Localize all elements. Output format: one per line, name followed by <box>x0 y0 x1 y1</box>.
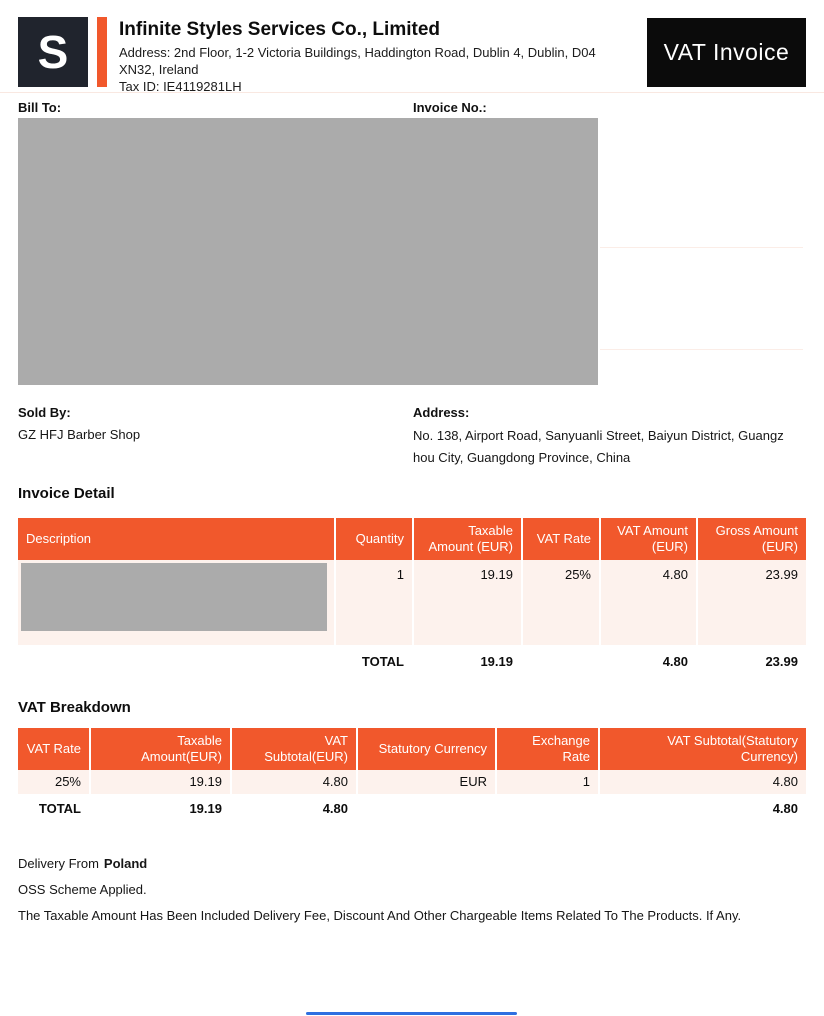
col-taxable-amount: Taxable Amount(EUR) <box>89 728 231 770</box>
vat-rate-cell: 25% <box>521 560 600 645</box>
sold-by-value: GZ HFJ Barber Shop <box>18 427 141 442</box>
vat-breakdown-header-row: VAT Rate Taxable Amount(EUR) VAT Subtota… <box>18 728 806 770</box>
vat-breakdown-table: VAT Rate Taxable Amount(EUR) VAT Subtota… <box>18 728 806 820</box>
col-vat-rate: VAT Rate <box>521 518 600 560</box>
delivery-from-label: Delivery From <box>18 856 99 871</box>
vat-breakdown-total-row: TOTAL 19.19 4.80 4.80 <box>18 794 806 820</box>
vat-rate-cell: 25% <box>18 770 90 794</box>
description-redacted-block <box>21 563 327 631</box>
bottom-scroll-indicator <box>306 1012 517 1015</box>
total-vat-subtotal-statutory-cell: 4.80 <box>598 794 806 820</box>
invoice-detail-data-row: 1 19.19 25% 4.80 23.99 <box>18 560 806 645</box>
bill-to-label: Bill To: <box>18 100 62 115</box>
bill-to-redacted-block <box>18 118 598 385</box>
invoice-detail-total-row: TOTAL 19.19 4.80 23.99 <box>18 645 806 675</box>
invoice-no-label: Invoice No.: <box>413 100 487 115</box>
sold-by-label: Sold By: <box>18 405 71 420</box>
company-name: Infinite Styles Services Co., Limited <box>119 19 440 40</box>
oss-scheme-note: OSS Scheme Applied. <box>18 882 147 897</box>
invoice-header: S Infinite Styles Services Co., Limited … <box>18 17 806 94</box>
total-vat-amount-cell: 4.80 <box>599 645 697 675</box>
vat-subtotal-statutory-cell: 4.80 <box>598 770 806 794</box>
invoice-detail-header-row: Description Quantity Taxable Amount (EUR… <box>18 518 806 560</box>
seller-section: Sold By: GZ HFJ Barber Shop Address: No.… <box>18 405 806 469</box>
col-vat-subtotal-statutory: VAT Subtotal(Statutory Currency) <box>598 728 806 770</box>
taxable-amount-cell: 19.19 <box>89 770 231 794</box>
taxable-amount-cell: 19.19 <box>412 560 522 645</box>
invoice-detail-heading: Invoice Detail <box>18 485 115 502</box>
statutory-currency-cell: EUR <box>356 770 496 794</box>
col-vat-amount: VAT Amount (EUR) <box>599 518 697 560</box>
company-address: Address: 2nd Floor, 1-2 Victoria Buildin… <box>119 45 596 77</box>
invoice-meta-divider-2 <box>600 349 803 350</box>
seller-address-value: No. 138, Airport Road, Sanyuanli Street,… <box>413 428 784 465</box>
total-label-cell: TOTAL <box>334 645 413 675</box>
company-logo: S <box>18 17 88 87</box>
header-divider <box>0 92 824 93</box>
total-taxable-cell: 19.19 <box>412 645 522 675</box>
company-tax-id: Tax ID: IE4119281LH <box>119 79 242 94</box>
description-cell <box>18 560 335 645</box>
vat-invoice-badge-label: VAT Invoice <box>663 39 790 65</box>
total-empty-cell <box>521 645 600 675</box>
sold-by-block: Sold By: GZ HFJ Barber Shop <box>18 405 413 469</box>
billing-section: Bill To: Invoice No.: <box>18 100 806 385</box>
taxable-amount-note: The Taxable Amount Has Been Included Del… <box>18 908 742 923</box>
delivery-from-value: Poland <box>103 856 148 871</box>
col-description: Description <box>18 518 335 560</box>
quantity-cell: 1 <box>334 560 413 645</box>
total-label-cell: TOTAL <box>18 794 90 820</box>
col-vat-subtotal: VAT Subtotal(EUR) <box>230 728 357 770</box>
seller-address-block: Address: No. 138, Airport Road, Sanyuanl… <box>413 405 806 469</box>
seller-address-label: Address: <box>413 405 470 420</box>
delivery-from-line: Delivery From Poland <box>18 856 806 872</box>
total-gross-cell: 23.99 <box>696 645 806 675</box>
footer-notes: Delivery From Poland OSS Scheme Applied. … <box>18 856 806 924</box>
col-taxable-amount: Taxable Amount (EUR) <box>412 518 522 560</box>
vat-amount-cell: 4.80 <box>599 560 697 645</box>
invoice-meta-divider-1 <box>600 247 803 248</box>
total-empty-cell <box>18 645 335 675</box>
col-exchange-rate: Exchange Rate <box>495 728 599 770</box>
vat-breakdown-heading: VAT Breakdown <box>18 699 131 716</box>
col-quantity: Quantity <box>334 518 413 560</box>
total-empty-cell <box>356 794 496 820</box>
exchange-rate-cell: 1 <box>495 770 599 794</box>
total-vat-subtotal-cell: 4.80 <box>230 794 357 820</box>
total-empty-cell <box>495 794 599 820</box>
logo-letter: S <box>37 26 69 78</box>
company-info: Infinite Styles Services Co., Limited Ad… <box>119 17 647 94</box>
invoice-detail-table: Description Quantity Taxable Amount (EUR… <box>18 518 806 675</box>
vat-subtotal-cell: 4.80 <box>230 770 357 794</box>
col-vat-rate: VAT Rate <box>18 728 90 770</box>
total-taxable-cell: 19.19 <box>89 794 231 820</box>
vat-invoice-badge: VAT Invoice <box>647 18 806 87</box>
col-statutory-currency: Statutory Currency <box>356 728 496 770</box>
gross-amount-cell: 23.99 <box>696 560 806 645</box>
vat-breakdown-data-row: 25% 19.19 4.80 EUR 1 4.80 <box>18 770 806 794</box>
accent-bar <box>97 17 107 87</box>
col-gross-amount: Gross Amount (EUR) <box>696 518 806 560</box>
